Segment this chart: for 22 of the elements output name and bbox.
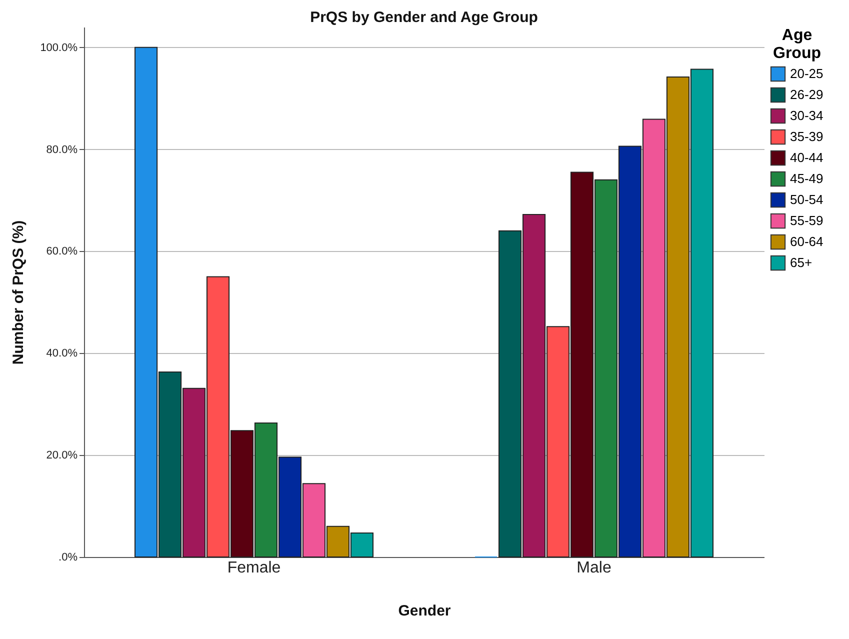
legend-label: 45-49 bbox=[790, 171, 824, 186]
legend-label: 55-59 bbox=[790, 213, 824, 228]
x-axis-title: Gender bbox=[398, 602, 451, 620]
x-tick-label: Male bbox=[576, 560, 612, 576]
legend-label: 35-39 bbox=[790, 129, 824, 144]
legend-label: 50-54 bbox=[790, 192, 824, 207]
y-tick-label: 80.0% bbox=[46, 144, 78, 156]
legend-label: 65+ bbox=[790, 255, 812, 270]
legend-label: 20-25 bbox=[790, 66, 824, 81]
y-tick-label: 40.0% bbox=[46, 348, 78, 360]
y-tick-label: .0% bbox=[58, 552, 78, 564]
y-tick-label: 60.0% bbox=[46, 246, 78, 258]
legend-label: 60-64 bbox=[790, 234, 824, 249]
legend-label: 26-29 bbox=[790, 87, 824, 102]
y-tick-label: 100.0% bbox=[40, 42, 78, 54]
legend-title: Age Group bbox=[773, 27, 822, 62]
chart-title: PrQS by Gender and Age Group bbox=[310, 9, 538, 26]
y-tick-label: 20.0% bbox=[46, 450, 78, 462]
legend-label: 40-44 bbox=[790, 150, 824, 165]
legend-label: 30-34 bbox=[790, 108, 824, 123]
y-axis-title: Number of PrQS (%) bbox=[10, 220, 28, 365]
x-tick-label: Female bbox=[227, 560, 281, 576]
